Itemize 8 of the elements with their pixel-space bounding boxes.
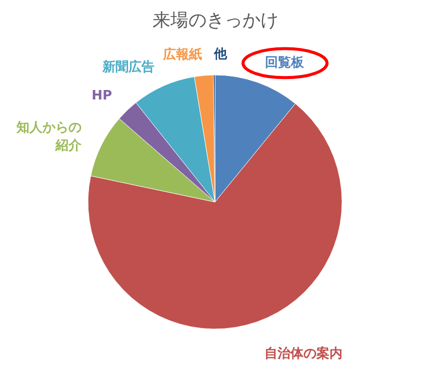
slice-label: 自治体の案内 bbox=[264, 346, 343, 362]
slice-label: HP bbox=[92, 88, 112, 104]
chart-title: 来場のきっかけ bbox=[152, 10, 278, 31]
slice-label: 知人からの紹介 bbox=[16, 120, 83, 154]
slice-label: 新聞広告 bbox=[102, 58, 155, 75]
slice-label: 回覧板 bbox=[265, 56, 306, 71]
slice-label: 他 bbox=[213, 47, 228, 62]
slice-label: 広報紙 bbox=[162, 46, 202, 63]
